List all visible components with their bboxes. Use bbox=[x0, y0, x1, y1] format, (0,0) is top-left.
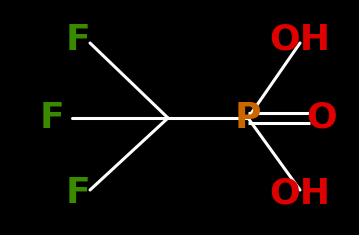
Text: F: F bbox=[39, 101, 64, 135]
Text: OH: OH bbox=[270, 176, 331, 210]
Text: P: P bbox=[235, 101, 261, 135]
Text: F: F bbox=[66, 23, 90, 57]
Text: OH: OH bbox=[270, 23, 331, 57]
Text: O: O bbox=[307, 101, 337, 135]
Text: F: F bbox=[66, 176, 90, 210]
